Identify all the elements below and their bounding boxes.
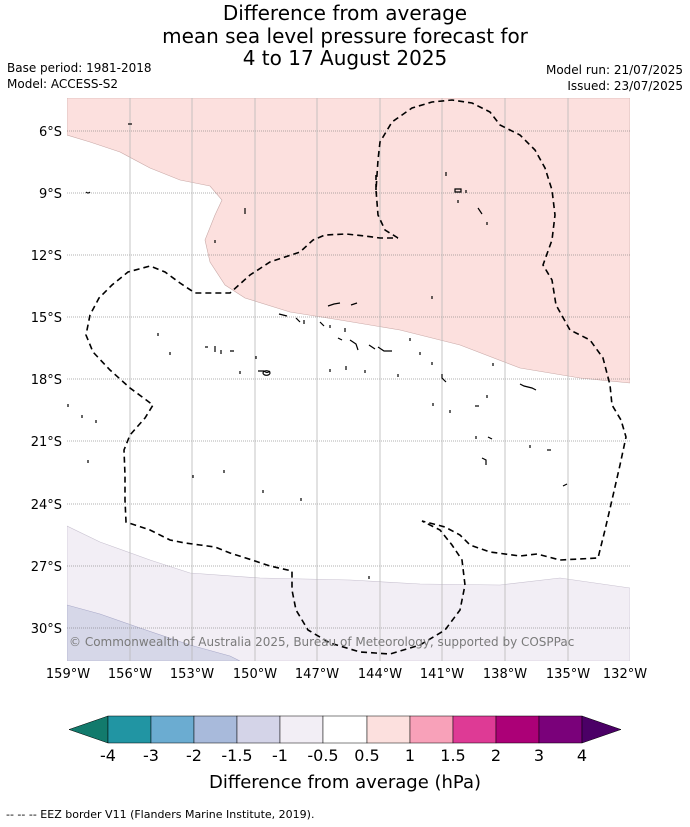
issued-text: Issued: 23/07/2025 [567, 79, 683, 93]
colorbar-tick: 2 [491, 746, 501, 765]
colorbar-segment [366, 715, 411, 744]
lat-label: 21°S [31, 435, 62, 450]
copyright-text: © Commonwealth of Australia 2025, Bureau… [69, 635, 574, 649]
colorbar-tick: 4 [577, 746, 587, 765]
longitude-labels: 159°W 156°W 153°W 150°W 147°W 144°W 141°… [46, 667, 647, 682]
lat-label: 9°S [39, 187, 62, 202]
lon-label: 147°W [295, 667, 339, 682]
colorbar-segment [193, 715, 238, 744]
lat-label: 27°S [31, 560, 62, 575]
lon-label: 141°W [420, 667, 464, 682]
colorbar-title: Difference from average (hPa) [209, 772, 481, 793]
colorbar-tick: -2 [186, 746, 202, 765]
lon-label: 156°W [108, 667, 152, 682]
lat-label: 24°S [31, 498, 62, 513]
islands [67, 123, 568, 579]
lat-label: 12°S [31, 249, 62, 264]
colorbar-tick: 1 [405, 746, 415, 765]
positive-anomaly-region [67, 98, 630, 384]
negative-anomaly-region [67, 525, 630, 661]
colorbar-segment [538, 715, 583, 744]
model-text: Model: ACCESS-S2 [7, 77, 119, 91]
base-period-text: Base period: 1981-2018 [7, 61, 152, 75]
run-info: Model run: 21/07/2025 Issued: 23/07/2025 [546, 62, 683, 94]
base-info: Base period: 1981-2018 Model: ACCESS-S2 [7, 60, 152, 92]
title-line-3: 4 to 17 August 2025 [242, 46, 448, 70]
colorbar [68, 715, 622, 744]
colorbar-segment [495, 715, 540, 744]
colorbar-segment [452, 715, 497, 744]
lon-label: 153°W [170, 667, 214, 682]
stronger-negative-region [67, 604, 241, 661]
model-run-text: Model run: 21/07/2025 [545, 63, 683, 77]
lon-label: 144°W [358, 667, 402, 682]
lon-label: 150°W [233, 667, 277, 682]
colorbar-segment [279, 715, 324, 744]
map-plot-area: © Commonwealth of Australia 2025, Bureau… [67, 98, 630, 661]
colorbar-tick: -1.5 [221, 746, 252, 765]
colorbar-tick: -3 [143, 746, 159, 765]
colorbar-segment-low-extend [68, 715, 109, 744]
colorbar-tick-labels: -4 -3 -2 -1.5 -1 -0.5 0.5 1 1.5 2 3 4 [100, 746, 587, 765]
lat-label: 6°S [39, 125, 62, 140]
colorbar-segment [150, 715, 195, 744]
lon-label: 138°W [483, 667, 527, 682]
lon-label: 159°W [46, 667, 90, 682]
lat-label: 15°S [31, 311, 62, 326]
colorbar-segment-high-extend [581, 715, 622, 744]
colorbar-segment [107, 715, 152, 744]
lon-label: 135°W [546, 667, 590, 682]
eez-border-south [85, 99, 627, 655]
colorbar-tick: -4 [100, 746, 116, 765]
colorbar-tick: -1 [272, 746, 288, 765]
title-line-2: mean sea level pressure forecast for [162, 23, 528, 48]
lat-label: 30°S [31, 622, 62, 637]
colorbar-segment [236, 715, 281, 744]
colorbar-tick: 3 [534, 746, 544, 765]
colorbar-segment [409, 715, 454, 744]
colorbar-tick: 1.5 [440, 746, 465, 765]
longitude-gridlines [129, 98, 569, 661]
colorbar-segment [322, 715, 368, 744]
lon-label: 132°W [603, 667, 647, 682]
map-title: Difference from average mean sea level p… [0, 2, 690, 70]
colorbar-tick: 0.5 [354, 746, 379, 765]
colorbar-tick: -0.5 [307, 746, 338, 765]
latitude-labels: 6°S 9°S 12°S 15°S 18°S 21°S 24°S 27°S 30… [31, 125, 62, 637]
title-line-1: Difference from average [222, 1, 468, 25]
eez-legend-text: -- -- -- EEZ border V11 (Flanders Marine… [6, 808, 315, 821]
lat-label: 18°S [31, 373, 62, 388]
